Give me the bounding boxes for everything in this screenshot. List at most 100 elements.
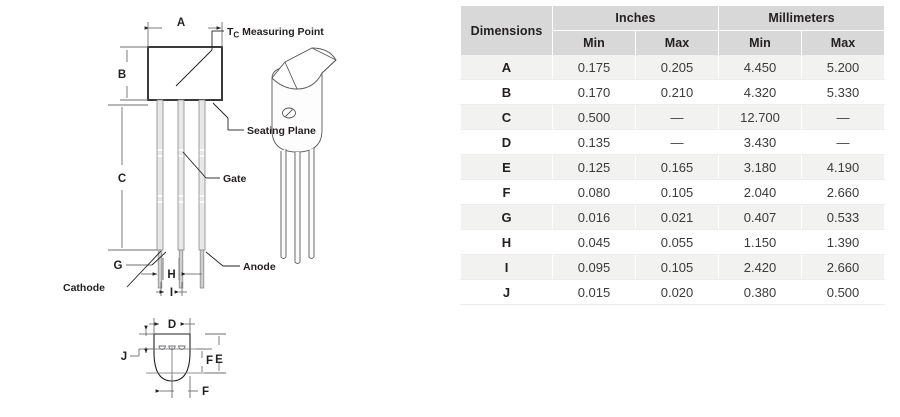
header-mm-min: Min: [718, 30, 803, 55]
cell-dimension: A: [460, 55, 553, 80]
cell-inches-min: 0.500: [552, 104, 636, 130]
cell-inches-max: 0.205: [634, 55, 720, 80]
callout-leaders: [126, 30, 244, 288]
header-mm-max: Max: [801, 30, 886, 55]
isometric-view: [271, 47, 337, 264]
dimension-e: [205, 333, 226, 374]
cell-inches-max: 0.210: [634, 79, 720, 105]
header-millimeters: Millimeters: [718, 6, 886, 31]
dimension-i: [156, 282, 187, 296]
cell-mm-min: 4.450: [718, 55, 803, 80]
dimension-a: [144, 22, 223, 47]
cell-mm-max: 0.533: [801, 204, 886, 230]
front-view-leads: [156, 99, 206, 289]
cell-mm-max: —: [801, 129, 886, 155]
table-body: A 0.175 0.205 4.450 5.200 B 0.170 0.210 4.320 5.3…: [460, 55, 886, 305]
callout-seating-plane: Seating Plane: [247, 125, 316, 137]
table-row: C 0.500—12.700—: [460, 104, 886, 130]
callout-tc-measuring-point: TC Measuring Point: [227, 26, 324, 40]
table-header-group-row: Dimensions Inches Millimeters: [460, 6, 886, 55]
cell-mm-max: 2.660: [801, 254, 886, 280]
dimension-h: [141, 258, 202, 280]
cell-mm-min: 0.407: [718, 204, 803, 230]
cell-mm-max: 5.200: [801, 55, 886, 80]
cell-inches-max: —: [634, 104, 720, 130]
dimension-label-h: H: [167, 269, 175, 281]
cell-mm-max: 2.660: [801, 179, 886, 205]
cell-inches-min: 0.045: [552, 229, 636, 255]
table-row: J 0.015 0.020 0.380 0.500: [460, 279, 886, 305]
dimension-label-e: E: [215, 354, 223, 366]
table-row: F 0.080 0.105 2.040 2.660: [460, 179, 886, 205]
package-outline-drawing: A B C G H I D E F F J TC Measuring Point…: [63, 17, 337, 398]
cell-dimension: H: [460, 229, 553, 255]
cell-inches-max: 0.165: [634, 154, 720, 180]
cell-mm-min: 3.180: [718, 154, 803, 180]
callout-cathode: Cathode: [63, 282, 105, 294]
cell-mm-min: 2.420: [718, 254, 803, 280]
dimension-label-j: J: [121, 351, 127, 363]
cell-inches-max: 0.020: [634, 279, 720, 305]
dimension-label-a: A: [177, 17, 185, 29]
dimensions-table: Dimensions Inches Millimeters Min Max Mi…: [460, 6, 886, 305]
cell-mm-max: 0.500: [801, 279, 886, 305]
cell-inches-min: 0.095: [552, 254, 636, 280]
cell-mm-min: 4.320: [718, 79, 803, 105]
dimension-f-vertical: [196, 348, 212, 372]
cell-inches-max: 0.055: [634, 229, 720, 255]
cell-inches-max: —: [634, 129, 720, 155]
cell-dimension: B: [460, 79, 553, 105]
table-row: E 0.125 0.165 3.180 4.190: [460, 154, 886, 180]
dimension-b: [120, 46, 148, 101]
tc-label-main: T: [227, 26, 234, 38]
table-row: I 0.095 0.105 2.420 2.660: [460, 254, 886, 280]
dimension-label-g: G: [114, 260, 123, 272]
table-row: G 0.016 0.021 0.407 0.533: [460, 204, 886, 230]
cell-inches-min: 0.125: [552, 154, 636, 180]
cell-mm-max: 1.390: [801, 229, 886, 255]
cell-dimension: F: [460, 179, 553, 205]
cell-mm-min: 12.700: [718, 104, 803, 130]
front-view-body: [147, 46, 223, 101]
cell-mm-min: 3.430: [718, 129, 803, 155]
cell-dimension: D: [460, 129, 553, 155]
cell-mm-max: 5.330: [801, 79, 886, 105]
dimension-label-d: D: [168, 319, 176, 331]
tc-label-suffix: Measuring Point: [239, 26, 324, 38]
table-header-subrow: Min Max Min Max: [461, 30, 886, 55]
table-row: A 0.175 0.205 4.450 5.200: [460, 55, 886, 80]
table-head: Dimensions Inches Millimeters Min Max Mi…: [460, 6, 886, 55]
dimension-label-i: I: [170, 287, 173, 299]
cell-mm-max: 4.190: [801, 154, 886, 180]
cell-inches-min: 0.015: [552, 279, 636, 305]
table-row: D 0.135—3.430—: [460, 129, 886, 155]
cell-inches-min: 0.080: [552, 179, 636, 205]
dimension-label-f-vertical: F: [206, 355, 213, 367]
callout-anode: Anode: [243, 261, 276, 273]
dimension-f-horizontal: [155, 376, 198, 398]
cell-inches-min: 0.170: [552, 79, 636, 105]
cell-dimension: G: [460, 204, 553, 230]
header-inches-max: Max: [634, 30, 720, 55]
dimension-j: [130, 325, 154, 357]
dimension-label-b: B: [118, 69, 126, 81]
cell-inches-max: 0.105: [634, 254, 720, 280]
tc-label-subscript: C: [233, 31, 239, 40]
header-inches: Inches: [551, 6, 720, 31]
header-dimensions: Dimensions: [460, 6, 553, 55]
cell-dimension: E: [460, 154, 553, 180]
cell-mm-max: —: [801, 104, 886, 130]
dimension-d: [149, 318, 195, 334]
cell-inches-max: 0.105: [634, 179, 720, 205]
cell-inches-min: 0.016: [552, 204, 636, 230]
dimension-label-f-horizontal: F: [202, 386, 209, 398]
bottom-view: [146, 333, 212, 392]
table-row: B 0.170 0.210 4.320 5.330: [460, 79, 886, 105]
cell-inches-max: 0.021: [634, 204, 720, 230]
cell-inches-min: 0.175: [552, 55, 636, 80]
header-inches-min: Min: [552, 30, 636, 55]
cell-mm-min: 1.150: [718, 229, 803, 255]
dimensions-table-container: Dimensions Inches Millimeters Min Max Mi…: [460, 6, 886, 305]
dimension-c: [108, 104, 157, 251]
callout-gate: Gate: [223, 173, 247, 185]
